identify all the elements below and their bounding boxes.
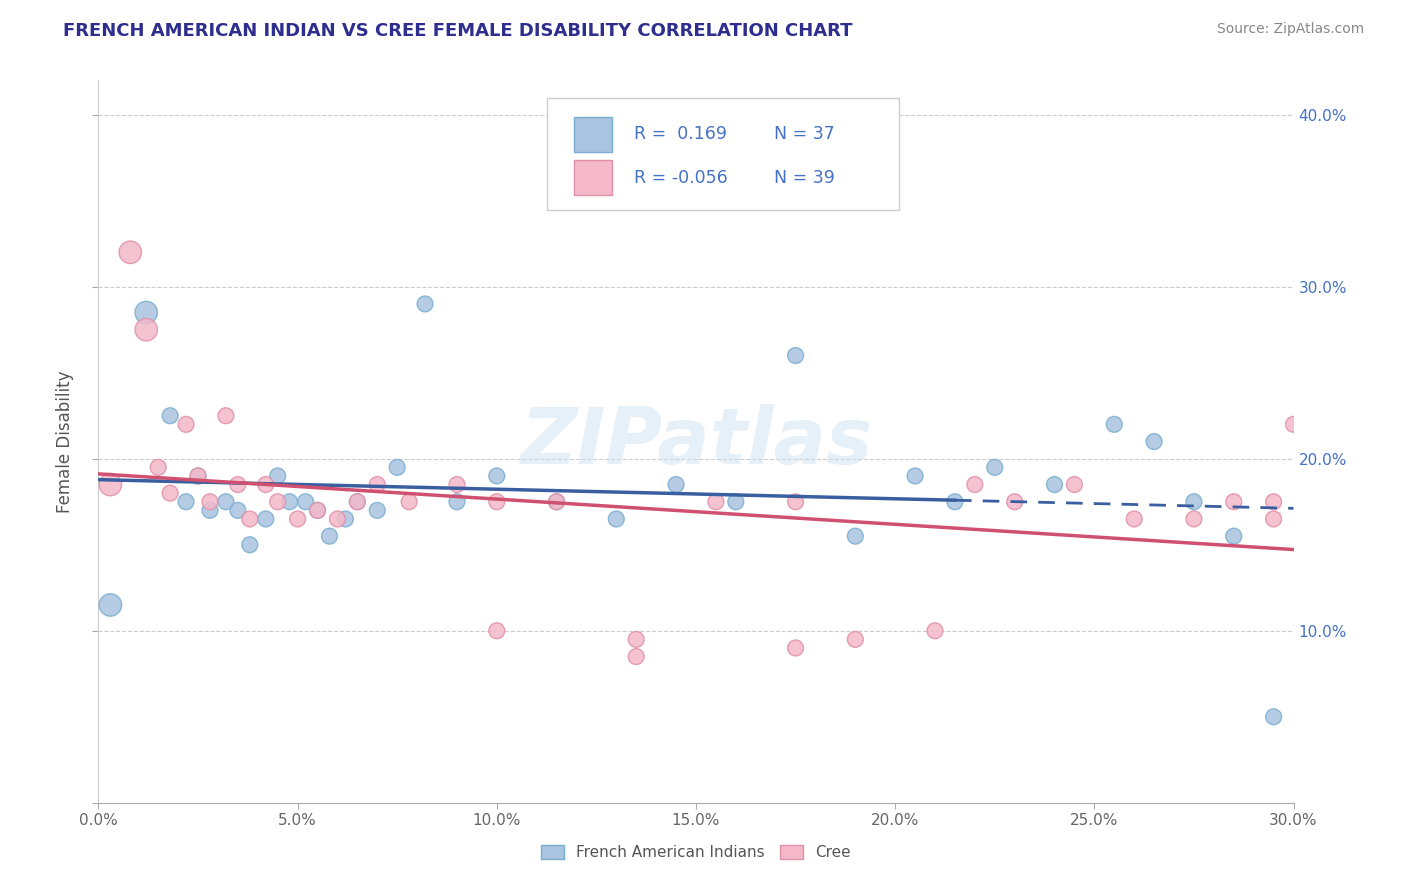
- Point: [239, 538, 262, 552]
- Point: [398, 494, 420, 508]
- Point: [605, 512, 627, 526]
- Point: [267, 494, 290, 508]
- Point: [1223, 494, 1246, 508]
- Y-axis label: Female Disability: Female Disability: [56, 370, 75, 513]
- FancyBboxPatch shape: [547, 98, 900, 211]
- Point: [174, 494, 197, 508]
- Text: R =  0.169: R = 0.169: [634, 126, 727, 144]
- Point: [215, 409, 238, 423]
- Point: [385, 460, 409, 475]
- Point: [485, 494, 508, 508]
- Point: [346, 494, 368, 508]
- Point: [1004, 494, 1026, 508]
- Point: [198, 503, 221, 517]
- Point: [1104, 417, 1126, 432]
- Point: [198, 494, 221, 508]
- Point: [187, 469, 209, 483]
- Text: N = 37: N = 37: [773, 126, 834, 144]
- Point: [546, 494, 568, 508]
- Point: [1043, 477, 1066, 491]
- Text: N = 39: N = 39: [773, 169, 835, 186]
- Point: [346, 494, 368, 508]
- Point: [665, 477, 688, 491]
- Point: [366, 477, 388, 491]
- Point: [98, 598, 122, 612]
- Point: [1263, 512, 1285, 526]
- Point: [904, 469, 927, 483]
- Point: [254, 477, 277, 491]
- Point: [187, 469, 209, 483]
- Point: [785, 349, 807, 363]
- Point: [704, 494, 727, 508]
- Point: [1143, 434, 1166, 449]
- Point: [148, 460, 170, 475]
- Point: [1123, 512, 1146, 526]
- Point: [1223, 529, 1246, 543]
- Point: [267, 469, 290, 483]
- Point: [785, 494, 807, 508]
- Point: [226, 477, 249, 491]
- Point: [413, 297, 436, 311]
- Point: [1263, 494, 1285, 508]
- Point: [335, 512, 357, 526]
- Point: [924, 624, 946, 638]
- Point: [254, 512, 277, 526]
- Point: [785, 640, 807, 655]
- Point: [366, 503, 388, 517]
- Point: [1182, 494, 1205, 508]
- Point: [135, 305, 157, 319]
- Point: [626, 632, 648, 647]
- Point: [287, 512, 309, 526]
- Point: [485, 624, 508, 638]
- Point: [1063, 477, 1085, 491]
- Bar: [574, 117, 613, 152]
- Point: [446, 477, 468, 491]
- Point: [1282, 417, 1305, 432]
- Text: ZIPatlas: ZIPatlas: [520, 403, 872, 480]
- Point: [326, 512, 349, 526]
- Point: [1182, 512, 1205, 526]
- Point: [159, 409, 181, 423]
- Point: [984, 460, 1007, 475]
- Point: [239, 512, 262, 526]
- Point: [278, 494, 301, 508]
- Text: Source: ZipAtlas.com: Source: ZipAtlas.com: [1216, 22, 1364, 37]
- Text: FRENCH AMERICAN INDIAN VS CREE FEMALE DISABILITY CORRELATION CHART: FRENCH AMERICAN INDIAN VS CREE FEMALE DI…: [63, 22, 853, 40]
- Point: [546, 494, 568, 508]
- Point: [307, 503, 329, 517]
- Point: [485, 469, 508, 483]
- Point: [844, 632, 866, 647]
- Text: R = -0.056: R = -0.056: [634, 169, 727, 186]
- Point: [215, 494, 238, 508]
- Point: [174, 417, 197, 432]
- Point: [226, 503, 249, 517]
- Point: [135, 323, 157, 337]
- Point: [98, 477, 122, 491]
- Point: [724, 494, 747, 508]
- Point: [1263, 710, 1285, 724]
- Point: [159, 486, 181, 500]
- Point: [120, 245, 142, 260]
- Point: [844, 529, 866, 543]
- Point: [318, 529, 340, 543]
- Bar: [574, 161, 613, 195]
- Point: [294, 494, 316, 508]
- Point: [626, 649, 648, 664]
- Point: [963, 477, 986, 491]
- Point: [943, 494, 966, 508]
- Legend: French American Indians, Cree: French American Indians, Cree: [541, 845, 851, 860]
- Point: [446, 494, 468, 508]
- Point: [307, 503, 329, 517]
